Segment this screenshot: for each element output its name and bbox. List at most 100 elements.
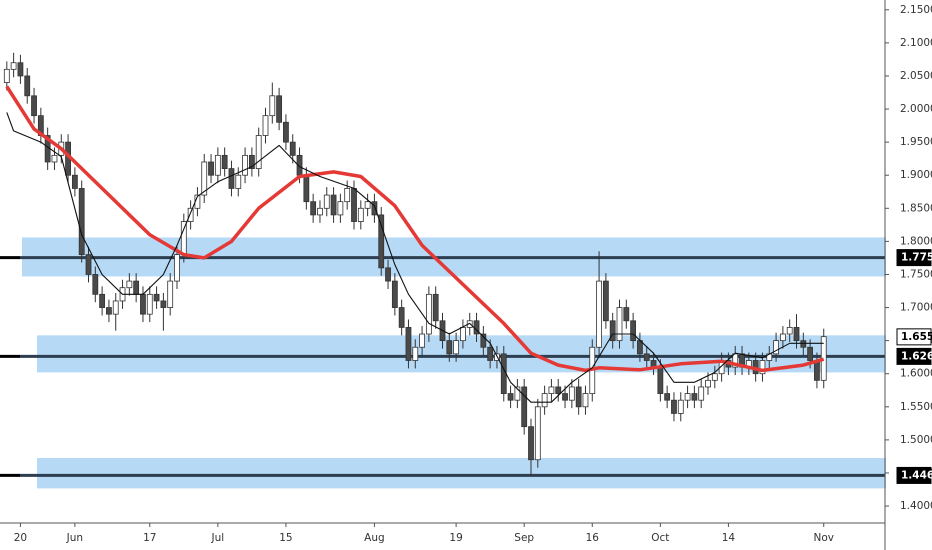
price-tag-label: 1.6557 [901,331,932,343]
candle-body [187,207,194,222]
candle-body [575,386,582,408]
y-tick-label: 1.8000 [900,235,932,247]
price-tag-label: 1.7755 [901,252,932,264]
candle-body [133,280,140,295]
price-tag-label: 1.6262 [901,350,932,362]
candle-body [201,161,208,196]
candle-body [276,95,283,123]
x-tick-label: Oct [651,532,669,544]
y-tick-label: 1.9500 [900,136,932,148]
candle-body [337,201,344,216]
candle-body [664,393,671,401]
moving-average [6,112,824,403]
candle-body [112,300,119,315]
y-tick-label: 2.0000 [900,103,932,115]
candle-body [391,280,398,308]
candle-body [85,254,92,275]
y-tick-label: 1.8500 [900,202,932,214]
candle-body [398,307,405,328]
candle-body [677,399,684,414]
candle-body [167,280,174,308]
candle-body [419,333,425,348]
zone [37,458,888,489]
candle-body [793,327,800,342]
candle-body [800,340,807,348]
candle-body [602,280,609,322]
candle-body [289,141,296,156]
candle-body [705,379,711,388]
candle-body [555,386,562,394]
y-tick-label: 2.0500 [900,70,932,82]
candle-body [255,135,262,169]
candle-body [480,333,487,348]
candle-body [310,201,317,216]
candle-body [405,327,412,361]
candle-body [548,386,555,394]
candle-body [582,393,589,408]
candle-body [92,274,99,295]
candle-body [153,293,160,302]
price-tag [896,249,932,267]
candle-body [425,293,432,335]
candle-body [303,174,310,203]
candle-body [541,393,548,408]
candle-body [78,188,85,256]
candle-body [432,293,439,322]
candle-body [385,267,391,282]
candle-body [3,68,10,83]
candle-body [344,188,351,203]
candle-body [507,393,514,401]
candle-body [528,426,534,461]
x-tick-label: 19 [449,532,462,544]
candle-body [180,221,187,256]
price-tag-label: 1.4463 [901,469,932,481]
moving-average [5,85,825,373]
candle-body [698,386,705,401]
candle-body [174,254,180,282]
candle-body [126,280,133,289]
candle-body [242,154,248,176]
candle-body [269,95,276,117]
candle-body [357,207,364,222]
x-tick-label: Aug [364,532,385,544]
x-tick-label: 14 [722,532,736,544]
candle-body [534,406,541,461]
candle-body [323,194,330,209]
candle-body [630,320,637,342]
candle-body [51,154,58,163]
candle-body [691,393,698,401]
y-tick-label: 1.7500 [900,268,932,280]
x-tick-label: 20 [14,532,27,544]
y-tick-label: 1.7000 [900,302,932,314]
candle-body [371,201,378,216]
candle-body [616,307,623,342]
candle-body [609,320,616,342]
candle-body [24,75,31,97]
candle-body [378,214,385,269]
candle-body [568,386,575,401]
candle-body [317,207,323,216]
axis-mask [886,0,932,550]
candle-body [807,346,814,361]
candle-body [283,121,289,143]
candle-body [10,62,17,70]
candle-body [643,353,650,361]
candle-body [140,293,146,315]
candle-body [221,154,228,169]
candle-body [248,154,255,169]
price-tag [896,466,932,484]
candle-body [779,333,786,342]
candle-body [453,340,460,355]
x-tick-label: Nov [813,532,834,544]
candle-body [160,300,167,308]
candle-body [446,340,453,355]
x-tick-label: Jul [211,532,225,544]
x-tick-label: 16 [586,532,600,544]
candle-body [364,201,371,209]
candle-body [562,393,568,401]
candle-body [146,293,153,315]
y-tick-label: 2.1500 [900,4,932,16]
candle-body [330,194,337,216]
candle-body [671,399,677,414]
price-tag [896,328,932,346]
